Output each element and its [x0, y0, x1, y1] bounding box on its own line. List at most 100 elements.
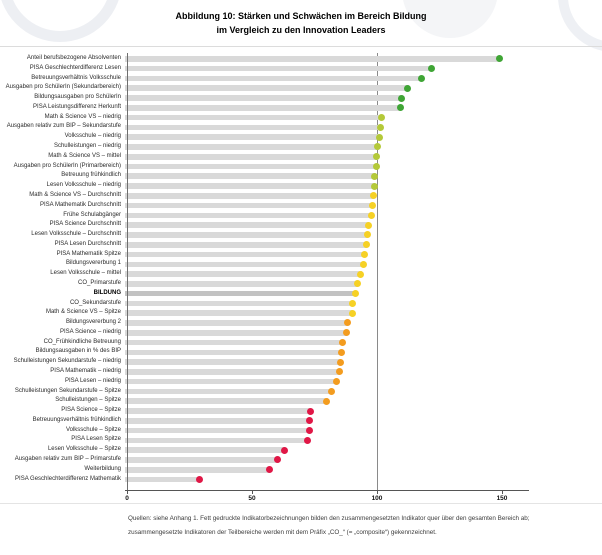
row-label: Volksschule – Spitze: [65, 426, 121, 433]
row-label: PISA Geschlechterdifferenz Lesen: [29, 64, 121, 71]
row-dot: [328, 387, 335, 395]
row-bar: [125, 320, 348, 326]
row-label: Math & Science VS – niedrig: [44, 113, 121, 120]
row-label: CO_Sekundarstufe: [69, 299, 121, 306]
x-axis-line: [125, 490, 529, 491]
row-track: [124, 347, 602, 357]
row-track: [124, 377, 602, 387]
chart-row: Frühe Schulabgänger: [0, 211, 602, 221]
row-dot: [372, 162, 380, 170]
row-label: BILDUNG: [93, 289, 121, 296]
row-label: Anteil berufsbezogene Absolventen: [26, 55, 121, 61]
chart-row: Volksschule – niedrig: [0, 132, 602, 142]
title-separator: [0, 46, 602, 47]
chart-row: PISA Lesen Durchschnitt: [0, 240, 602, 250]
chart-row: Math & Science VS – Spitze: [0, 308, 602, 318]
row-track: [124, 201, 602, 211]
row-bar: [125, 271, 362, 277]
source-note-line2: zusammengesetzte Indikatoren der Teilber…: [128, 529, 437, 536]
row-track: [124, 162, 602, 172]
row-label: Schulleistungen Sekundarstufe – niedrig: [13, 358, 121, 365]
row-track: [124, 299, 602, 309]
row-track: [124, 240, 602, 250]
row-track: [124, 211, 602, 221]
row-track: [124, 122, 602, 132]
row-bar: [125, 476, 200, 483]
row-dot: [305, 417, 313, 425]
row-dot: [371, 172, 379, 180]
row-dot: [495, 55, 503, 63]
row-bar: [125, 124, 382, 131]
row-dot: [280, 446, 288, 454]
source-note: Quellen: siehe Anhang 1. Fett gedruckte …: [128, 512, 594, 540]
row-bar: [125, 329, 347, 336]
figure-title-line2: im Vergleich zu den Innovation Leaders: [216, 25, 386, 35]
row-dot: [348, 309, 356, 317]
x-tick: [502, 491, 503, 494]
row-track: [124, 132, 602, 142]
row-track: [124, 103, 602, 113]
row-track: [124, 328, 602, 338]
row-label: Schulleistungen – Spitze: [55, 397, 121, 404]
row-track: [124, 171, 602, 181]
row-track: [124, 455, 602, 465]
row-bar: [125, 232, 368, 238]
chart-row: Betreuungsverhältnis frühkindlich: [0, 416, 602, 426]
row-bar: [125, 359, 342, 365]
row-bar: [125, 202, 373, 209]
row-dot: [343, 319, 351, 327]
chart-row: PISA Geschlechterdifferenz Mathematik: [0, 475, 602, 485]
row-bar: [125, 310, 354, 316]
row-bar: [125, 388, 333, 395]
row-track: [124, 445, 602, 455]
row-track: [124, 74, 602, 84]
row-dot: [349, 299, 357, 307]
row-track: [124, 191, 602, 201]
chart-row: PISA Science Durchschnitt: [0, 220, 602, 230]
row-label: Bildungsausgaben in % des BIP: [35, 348, 121, 355]
chart-row: Math & Science VS – mittel: [0, 152, 602, 162]
row-bar: [125, 281, 358, 287]
row-track: [124, 152, 602, 162]
chart-row: PISA Mathematik – niedrig: [0, 367, 602, 377]
row-label: Frühe Schulabgänger: [63, 211, 121, 218]
chart-row: PISA Lesen – niedrig: [0, 377, 602, 387]
row-dot: [378, 114, 385, 122]
chart-row: Anteil berufsbezogene Absolventen: [0, 54, 602, 64]
row-bar: [125, 105, 402, 111]
row-dot: [404, 84, 412, 92]
row-track: [124, 318, 602, 328]
row-track: [124, 416, 602, 426]
row-dot: [428, 65, 435, 73]
row-bar: [125, 114, 383, 121]
row-track: [124, 142, 602, 152]
row-bar: [125, 418, 310, 424]
row-label: Ausgaben relativ zum BIP – Primarstufe: [14, 456, 121, 463]
y-axis-line: [127, 53, 128, 490]
row-dot: [398, 94, 405, 102]
row-dot: [195, 475, 203, 483]
row-track: [124, 269, 602, 279]
row-label: Bildungsvererbung 1: [65, 260, 121, 267]
chart-rows: Anteil berufsbezogene Absolventen PISA Ge…: [0, 54, 602, 484]
row-dot: [363, 231, 371, 239]
row-label: Math & Science VS – Durchschnitt: [29, 191, 121, 198]
row-bar: [125, 437, 309, 444]
row-dot: [362, 241, 370, 249]
row-bar: [125, 75, 423, 82]
row-track: [124, 259, 602, 269]
row-label: PISA Mathematik – niedrig: [50, 368, 121, 374]
row-dot: [337, 348, 345, 356]
row-bar: [125, 183, 375, 189]
row-bar: [125, 398, 328, 405]
row-label: PISA Science – Spitze: [61, 407, 121, 414]
row-bar: [125, 427, 310, 434]
row-dot: [351, 290, 359, 298]
row-track: [124, 396, 602, 406]
row-label: Ausgaben pro SchülerIn (Sekundarbereich): [5, 84, 121, 91]
row-label: Weiterbildung: [84, 465, 121, 472]
row-label: Lesen Volksschule – mittel: [50, 270, 121, 277]
row-label: PISA Lesen – niedrig: [64, 377, 121, 384]
chart-row: Schulleistungen – niedrig: [0, 142, 602, 152]
row-track: [124, 406, 602, 416]
